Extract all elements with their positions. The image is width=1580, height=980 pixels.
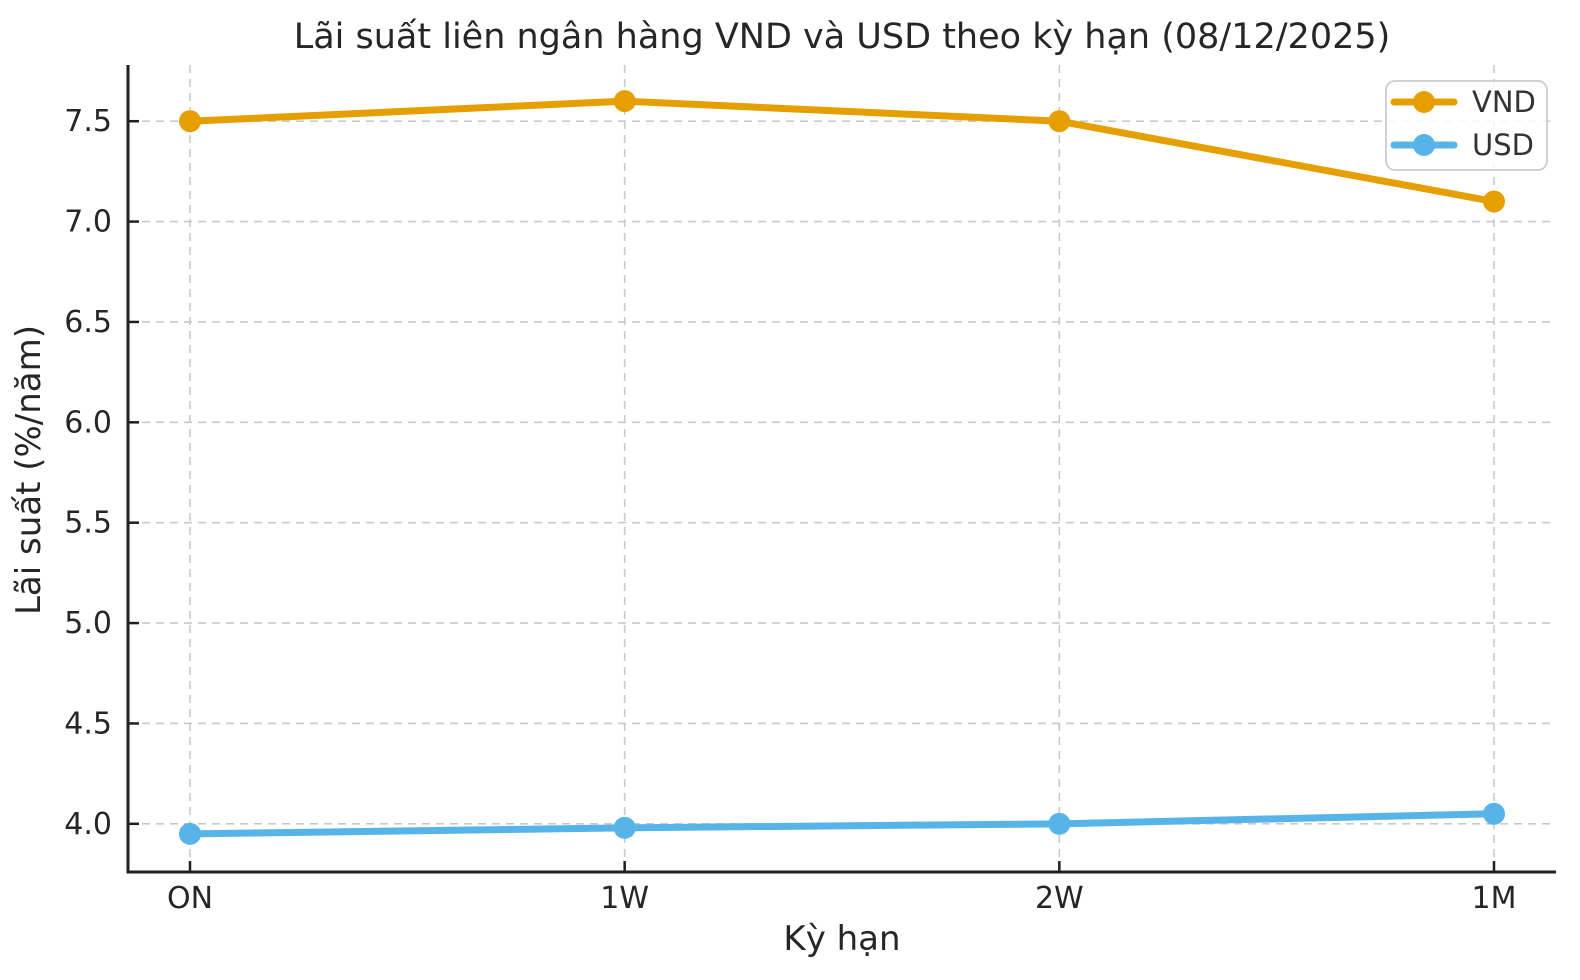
data-point-usd-2w (1048, 812, 1071, 835)
series-line-vnd (186, 97, 1498, 206)
legend: VND USD (1385, 80, 1548, 171)
x-tick-label: ON (167, 881, 213, 916)
y-tick-label: 6.0 (64, 405, 112, 440)
y-tick-label: 4.5 (64, 706, 112, 741)
x-tick-label: 2W (1035, 881, 1084, 916)
chart-title: Lãi suất liên ngân hàng VND và USD theo … (294, 17, 1391, 57)
legend-label-vnd: VND (1472, 85, 1536, 119)
data-point-vnd-2w (1048, 110, 1071, 133)
data-point-usd-1w (613, 816, 636, 839)
y-tick-label: 6.5 (64, 305, 112, 340)
legend-marker-vnd (1413, 91, 1435, 113)
x-tick-label: 1W (600, 881, 649, 916)
x-axis-label: Kỳ hạn (783, 919, 900, 959)
data-point-usd-1m (1483, 802, 1505, 825)
y-tick-label: 7.0 (64, 205, 112, 240)
data-point-vnd-on (179, 110, 201, 133)
series-line-usd (186, 810, 1498, 838)
data-point-usd-on (179, 822, 201, 845)
y-tick-label: 4.0 (64, 807, 112, 842)
data-point-vnd-1w (613, 90, 636, 113)
data-series (179, 90, 1505, 845)
tick-labels: 4.0 4.5 5.0 5.5 6.0 6.5 7.0 7.5 ON 1W 2W 1M (64, 104, 1516, 916)
y-axis-label: Lãi suất (%/năm) (9, 325, 49, 615)
gridlines (128, 65, 1556, 872)
legend-marker-usd (1413, 134, 1435, 156)
y-tick-label: 5.5 (64, 506, 112, 541)
y-tick-label: 7.5 (64, 104, 112, 139)
legend-label-usd: USD (1472, 128, 1534, 162)
data-point-vnd-1m (1483, 190, 1505, 213)
y-tick-label: 5.0 (64, 606, 112, 641)
x-tick-label: 1M (1472, 881, 1517, 916)
axes (126, 65, 1556, 874)
